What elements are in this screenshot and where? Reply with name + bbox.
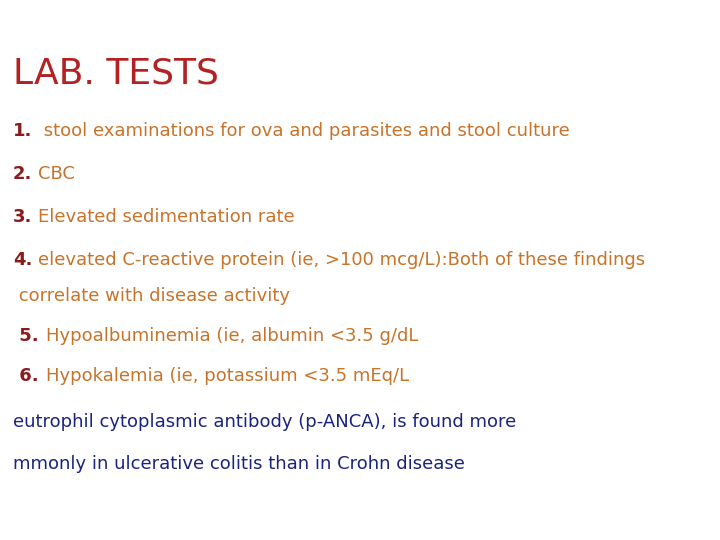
Text: 3.: 3. [13, 208, 32, 226]
Text: 2.: 2. [13, 165, 32, 183]
Text: 4.: 4. [13, 251, 32, 269]
Text: 1.: 1. [13, 122, 32, 139]
Text: 5.: 5. [13, 327, 39, 345]
Text: Elevated sedimentation rate: Elevated sedimentation rate [38, 208, 294, 226]
Text: mmonly in ulcerative colitis than in Crohn disease: mmonly in ulcerative colitis than in Cro… [13, 455, 465, 472]
Text: eutrophil cytoplasmic antibody (p-ANCA), is found more: eutrophil cytoplasmic antibody (p-ANCA),… [13, 413, 516, 431]
Text: Hypoalbuminemia (ie, albumin <3.5 g/dL: Hypoalbuminemia (ie, albumin <3.5 g/dL [46, 327, 418, 345]
Text: correlate with disease activity: correlate with disease activity [13, 287, 290, 305]
Text: CBC: CBC [38, 165, 75, 183]
Text: 6.: 6. [13, 367, 39, 385]
Text: Hypokalemia (ie, potassium <3.5 mEq/L: Hypokalemia (ie, potassium <3.5 mEq/L [46, 367, 409, 385]
Text: elevated C-reactive protein (ie, >100 mcg/L):Both of these findings: elevated C-reactive protein (ie, >100 mc… [38, 251, 645, 269]
Text: stool examinations for ova and parasites and stool culture: stool examinations for ova and parasites… [38, 122, 570, 139]
Text: LAB. TESTS: LAB. TESTS [13, 57, 219, 91]
